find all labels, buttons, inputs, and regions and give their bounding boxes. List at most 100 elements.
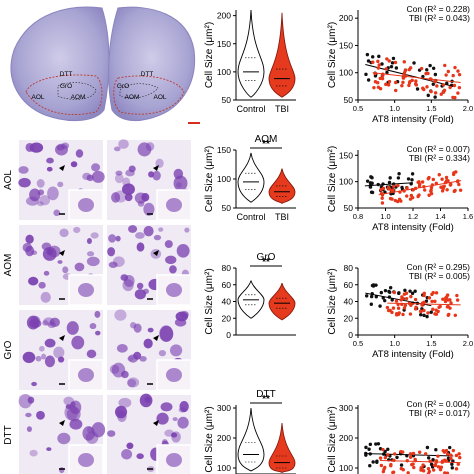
scatter-point-tbi <box>418 309 423 314</box>
x-tick-label: 1.2 <box>408 212 418 221</box>
stained-cell <box>160 402 173 412</box>
stained-cell <box>47 186 59 201</box>
scatter-point-tbi <box>422 308 426 313</box>
scatter-point-tbi <box>407 83 411 88</box>
y-tick-label: 20 <box>344 313 354 323</box>
scatter-point-tbi <box>410 462 414 467</box>
y-tick-label: 50 <box>222 95 232 105</box>
scatter-point-tbi <box>436 465 441 469</box>
scatter-point-tbi <box>433 299 437 304</box>
scatter-point-tbi <box>386 453 390 457</box>
y-axis-label: Cell Size (μm²) <box>327 146 338 212</box>
scatter-point-tbi <box>401 312 405 317</box>
stained-cell <box>57 432 71 445</box>
scatter-point-tbi <box>387 79 392 84</box>
stained-cell <box>49 317 60 327</box>
stained-cell <box>173 175 188 191</box>
row-label-aom: AOM <box>3 254 14 277</box>
stained-cell <box>43 270 50 276</box>
legend-tbi: TBI (R² = 0.334) <box>409 153 470 163</box>
scatter-point-control <box>397 291 401 296</box>
scatter-point-tbi <box>396 306 401 310</box>
scatter-point-tbi <box>455 298 460 302</box>
arrowhead-marker <box>153 250 159 256</box>
stained-cell <box>114 309 127 321</box>
scatter-point-control <box>410 172 415 176</box>
histology-grid: AOL AOM GrO DTT <box>3 139 192 474</box>
stained-cell <box>41 353 47 360</box>
scatter-point-tbi <box>458 455 462 460</box>
stained-cell <box>44 338 56 348</box>
stained-cell <box>128 165 136 173</box>
scatter-point-tbi <box>452 171 456 175</box>
scatter-point-control <box>383 190 387 194</box>
stained-cell <box>174 318 187 327</box>
scatter-point-tbi <box>381 447 385 452</box>
stained-cell <box>75 149 84 158</box>
region-label-left-dtt: DTT <box>60 71 73 78</box>
scatter-point-tbi <box>454 453 459 458</box>
scatter-point-tbi <box>413 307 418 311</box>
scatter-point-tbi <box>448 85 452 90</box>
stained-cell <box>128 354 138 363</box>
scatter-point-control <box>369 175 373 179</box>
stained-cell <box>70 161 78 168</box>
x-axis-label: AT8 intensity (Fold) <box>372 349 454 360</box>
scatter-point-control <box>383 298 387 303</box>
stained-cell <box>41 242 52 251</box>
left-region-outline <box>25 74 103 115</box>
scatter-point-control <box>433 95 437 99</box>
scatter-point-control <box>426 456 431 460</box>
stained-cell <box>31 381 37 387</box>
y-tick-label: 50 <box>344 203 354 213</box>
stained-cell <box>121 183 135 195</box>
stained-cell <box>133 323 142 333</box>
stained-cell <box>26 426 32 432</box>
scatter-point-control <box>371 460 375 464</box>
stained-cell <box>42 320 49 326</box>
scatter-point-tbi <box>445 471 450 474</box>
scatter-point-control <box>366 78 371 82</box>
scatter-point-tbi <box>381 186 386 191</box>
stained-cell <box>114 405 128 419</box>
scatter-point-tbi <box>408 452 413 456</box>
scatter-point-tbi <box>385 305 390 310</box>
scatter-point-tbi <box>431 307 435 312</box>
stained-cell <box>135 232 145 239</box>
stained-cell <box>82 172 92 181</box>
olfactory-bulb-section <box>10 6 200 124</box>
violin-control <box>237 9 265 98</box>
region-label-right-aol: AOL <box>153 94 166 101</box>
histology-panel-gro-control <box>19 310 104 391</box>
scatter-point-tbi <box>372 85 376 90</box>
stained-cell <box>158 227 164 232</box>
scatter-point-control <box>396 176 401 180</box>
y-tick-label: 20 <box>222 313 232 323</box>
stained-cell <box>170 344 183 357</box>
scatter-point-tbi <box>376 85 381 89</box>
y-tick-label: 100 <box>217 174 231 184</box>
stained-cell <box>57 356 65 363</box>
stained-cell <box>29 188 41 202</box>
scatter-point-tbi <box>393 80 398 85</box>
scatter-point-control <box>426 93 430 98</box>
fit-line-tbi <box>379 460 461 464</box>
scatter-point-tbi <box>393 60 398 65</box>
stained-cell <box>28 319 42 328</box>
legend-tbi: TBI (R² = 0.043) <box>409 13 470 23</box>
scatter-point-control <box>370 190 375 195</box>
scatter-point-tbi <box>378 456 383 460</box>
stained-cell <box>62 266 69 274</box>
scatter-point-tbi <box>448 183 453 187</box>
scatter-point-tbi <box>444 175 449 180</box>
scatter-point-control <box>394 66 399 70</box>
scatter-point-tbi <box>391 470 395 474</box>
histology-panel-aol-tbi <box>107 139 192 221</box>
stained-cell <box>153 234 162 241</box>
scatter-point-tbi <box>423 188 427 192</box>
stained-cell <box>108 234 117 243</box>
x-tick-label: 1.0 <box>389 339 399 348</box>
scatter-point-control <box>389 64 394 69</box>
